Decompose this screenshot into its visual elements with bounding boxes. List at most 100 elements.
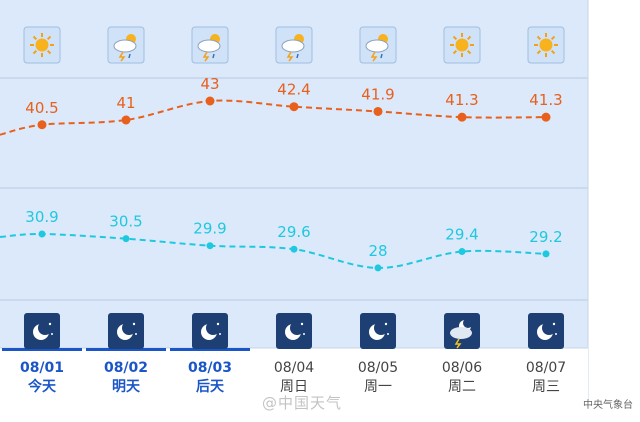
clear-night-icon bbox=[276, 313, 312, 349]
moon-shadow bbox=[38, 321, 52, 335]
sun-disc bbox=[539, 38, 553, 52]
sunny-icon bbox=[527, 26, 565, 64]
rain-drop bbox=[380, 53, 383, 59]
thunder-shower-icon bbox=[107, 26, 145, 64]
sun-ray bbox=[550, 49, 556, 55]
star bbox=[303, 333, 305, 335]
high-temp-point bbox=[457, 112, 467, 122]
weekday-label: 周日 bbox=[280, 379, 308, 395]
sun-disc bbox=[35, 38, 49, 52]
high-temp-point bbox=[373, 106, 383, 116]
sunny-icon bbox=[23, 26, 61, 64]
star bbox=[51, 333, 53, 335]
clear-night-icon bbox=[360, 313, 396, 349]
lightning bbox=[454, 338, 462, 349]
star bbox=[300, 322, 304, 326]
low-temp-point bbox=[374, 264, 382, 272]
low-temp-point bbox=[542, 250, 550, 258]
today-highlight-bar bbox=[2, 348, 82, 351]
moon-shadow bbox=[122, 321, 136, 335]
star bbox=[219, 333, 221, 335]
sun-ray bbox=[466, 35, 472, 41]
clear-night-icon bbox=[108, 313, 144, 349]
clear-night-icon bbox=[528, 313, 564, 349]
cloud bbox=[281, 39, 305, 53]
sun-ray bbox=[466, 49, 472, 55]
high-temp-point bbox=[541, 112, 551, 122]
moon-shadow bbox=[463, 318, 473, 328]
thunder-shower-icon bbox=[191, 26, 229, 64]
star bbox=[387, 333, 389, 335]
star bbox=[555, 333, 557, 335]
low-temp-label: 29.6 bbox=[277, 223, 310, 241]
thunder-shower-icon bbox=[275, 26, 313, 64]
star bbox=[384, 322, 388, 326]
lightning bbox=[118, 51, 126, 62]
low-temp-point bbox=[290, 245, 298, 253]
weekday-label: 周一 bbox=[364, 379, 392, 395]
rain-drop bbox=[296, 53, 299, 59]
weekday-label: 明天 bbox=[112, 379, 141, 395]
star bbox=[135, 333, 137, 335]
low-temp-label: 30.9 bbox=[25, 208, 58, 226]
weekday-label: 今天 bbox=[27, 378, 57, 395]
date-label: 08/06 bbox=[442, 360, 482, 376]
high-temp-label: 40.5 bbox=[25, 99, 58, 117]
low-temp-point bbox=[122, 235, 130, 243]
cloud bbox=[450, 327, 472, 339]
low-temp-line bbox=[0, 232, 547, 269]
sun-ray bbox=[32, 49, 38, 55]
lightning bbox=[286, 51, 294, 62]
clear-night-icon bbox=[24, 313, 60, 349]
clear-night-icon bbox=[192, 313, 228, 349]
thunder-shower-icon bbox=[359, 26, 397, 64]
moon-shadow bbox=[206, 321, 220, 335]
low-temp-label: 30.5 bbox=[109, 213, 142, 231]
star bbox=[132, 322, 136, 326]
low-temp-label: 28 bbox=[368, 242, 387, 260]
watermark: @中国天气 bbox=[262, 394, 343, 412]
lightning bbox=[370, 51, 378, 62]
high-temp-label: 41.9 bbox=[361, 85, 394, 103]
date-row-background bbox=[0, 348, 588, 400]
sun-ray bbox=[32, 35, 38, 41]
high-temp-point bbox=[121, 115, 131, 125]
date-label: 08/05 bbox=[358, 360, 398, 376]
moon-shadow bbox=[290, 321, 304, 335]
cloud bbox=[365, 39, 389, 53]
date-label: 08/01 bbox=[20, 360, 64, 376]
high-temp-label: 41 bbox=[116, 94, 135, 112]
low-temp-point bbox=[38, 230, 46, 238]
high-temp-label: 42.4 bbox=[277, 81, 310, 99]
night-thunder-shower-icon bbox=[444, 313, 480, 349]
high-temp-label: 43 bbox=[200, 75, 219, 93]
today-highlight-bar bbox=[86, 348, 166, 351]
sunny-icon bbox=[443, 26, 481, 64]
high-temp-point bbox=[289, 102, 299, 112]
sun-ray bbox=[452, 35, 458, 41]
today-highlight-bar bbox=[170, 348, 250, 351]
high-temp-point bbox=[37, 120, 47, 130]
credit-label: 中央气象台 bbox=[583, 400, 633, 411]
rain-drop bbox=[128, 53, 131, 59]
star bbox=[552, 322, 556, 326]
cloud bbox=[113, 39, 137, 53]
cloud bbox=[197, 39, 221, 53]
sun-ray bbox=[46, 35, 52, 41]
star bbox=[48, 322, 52, 326]
date-label: 08/03 bbox=[188, 360, 232, 376]
weekday-label: 后天 bbox=[196, 378, 225, 395]
moon-shadow bbox=[542, 321, 556, 335]
low-temp-label: 29.2 bbox=[529, 228, 562, 246]
date-label: 08/07 bbox=[526, 360, 566, 376]
sun-ray bbox=[46, 49, 52, 55]
low-temp-label: 29.9 bbox=[193, 220, 226, 238]
weekday-label: 周二 bbox=[448, 379, 476, 395]
low-temp-label: 29.4 bbox=[445, 226, 478, 244]
sun-ray bbox=[536, 35, 542, 41]
date-label: 08/02 bbox=[104, 360, 148, 376]
moon-shadow bbox=[374, 321, 388, 335]
low-temp-point bbox=[206, 242, 214, 250]
